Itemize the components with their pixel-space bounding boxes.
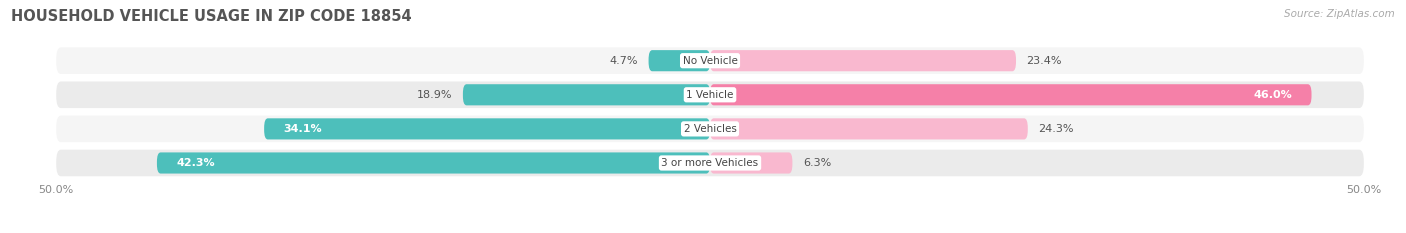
Text: 1 Vehicle: 1 Vehicle: [686, 90, 734, 100]
Text: 34.1%: 34.1%: [284, 124, 322, 134]
Text: 3 or more Vehicles: 3 or more Vehicles: [661, 158, 759, 168]
Text: 18.9%: 18.9%: [418, 90, 453, 100]
Text: Source: ZipAtlas.com: Source: ZipAtlas.com: [1284, 9, 1395, 19]
FancyBboxPatch shape: [264, 118, 710, 140]
FancyBboxPatch shape: [463, 84, 710, 105]
FancyBboxPatch shape: [157, 152, 710, 174]
Text: HOUSEHOLD VEHICLE USAGE IN ZIP CODE 18854: HOUSEHOLD VEHICLE USAGE IN ZIP CODE 1885…: [11, 9, 412, 24]
Text: 23.4%: 23.4%: [1026, 56, 1062, 66]
FancyBboxPatch shape: [710, 152, 793, 174]
Text: 6.3%: 6.3%: [803, 158, 831, 168]
FancyBboxPatch shape: [710, 118, 1028, 140]
Text: 24.3%: 24.3%: [1038, 124, 1074, 134]
FancyBboxPatch shape: [648, 50, 710, 71]
FancyBboxPatch shape: [710, 84, 1312, 105]
FancyBboxPatch shape: [56, 82, 1364, 108]
Text: 4.7%: 4.7%: [610, 56, 638, 66]
FancyBboxPatch shape: [56, 116, 1364, 142]
Text: No Vehicle: No Vehicle: [682, 56, 738, 66]
FancyBboxPatch shape: [56, 47, 1364, 74]
FancyBboxPatch shape: [710, 50, 1017, 71]
FancyBboxPatch shape: [56, 150, 1364, 176]
Text: 42.3%: 42.3%: [177, 158, 215, 168]
Text: 2 Vehicles: 2 Vehicles: [683, 124, 737, 134]
Text: 46.0%: 46.0%: [1253, 90, 1292, 100]
